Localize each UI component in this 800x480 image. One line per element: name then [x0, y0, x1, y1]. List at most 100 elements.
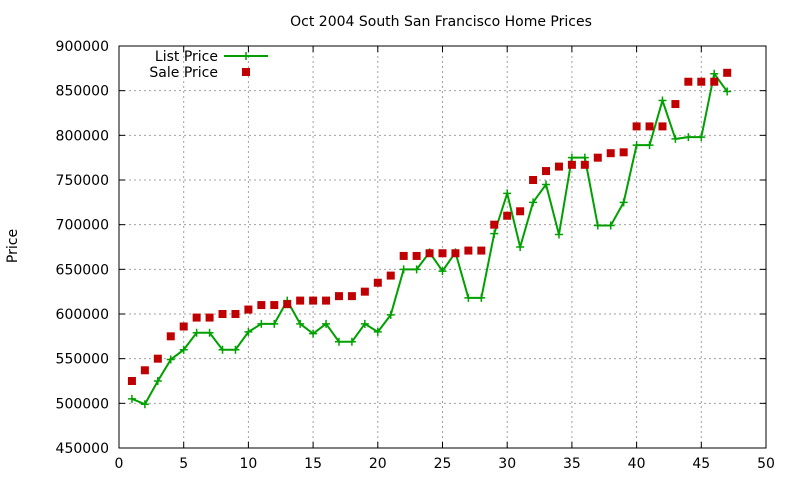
data-point — [632, 122, 641, 131]
x-tick-label: 35 — [563, 456, 581, 472]
data-point — [477, 293, 486, 302]
legend-label: Sale Price — [149, 65, 218, 81]
data-point — [710, 69, 719, 78]
data-point — [283, 300, 292, 309]
data-point — [593, 153, 602, 162]
x-tick-label: 15 — [304, 456, 322, 472]
data-point — [166, 332, 175, 341]
data-point — [334, 337, 343, 346]
y-axis-label: Price — [5, 229, 21, 263]
data-point — [231, 345, 240, 354]
data-point — [296, 296, 305, 305]
data-point — [205, 328, 214, 337]
data-point — [412, 265, 421, 274]
data-point — [127, 377, 136, 385]
data-point — [671, 100, 680, 109]
data-point — [399, 265, 408, 274]
data-point — [464, 246, 473, 255]
data-point — [438, 249, 447, 258]
data-point — [373, 327, 382, 336]
data-point — [425, 249, 434, 258]
data-point — [386, 310, 395, 319]
y-tick-label: 650000 — [56, 262, 109, 278]
y-tick-label: 550000 — [56, 352, 109, 368]
data-point — [710, 77, 719, 86]
y-tick-label: 600000 — [56, 307, 109, 323]
data-point — [529, 176, 538, 184]
data-point — [503, 189, 512, 198]
data-point — [645, 122, 654, 131]
data-point — [373, 278, 382, 287]
data-point — [192, 328, 201, 337]
data-point — [723, 87, 732, 96]
data-point — [399, 251, 408, 260]
data-point — [140, 400, 149, 409]
data-point — [386, 271, 395, 280]
data-point — [554, 230, 563, 239]
data-point — [244, 327, 253, 336]
data-point — [218, 310, 227, 318]
data-point — [684, 77, 693, 86]
data-point — [529, 198, 538, 207]
data-point — [464, 293, 473, 302]
data-point — [477, 246, 486, 255]
data-point — [490, 229, 499, 238]
y-tick-label: 700000 — [56, 218, 109, 234]
data-point — [179, 322, 188, 331]
data-point — [632, 141, 641, 150]
series-list-price — [127, 69, 732, 409]
data-point — [645, 141, 654, 150]
data-point — [658, 96, 667, 105]
x-tick-label: 10 — [239, 456, 257, 472]
y-tick-label: 850000 — [56, 84, 109, 100]
x-tick-label: 30 — [498, 456, 516, 472]
data-point — [516, 243, 525, 251]
data-point — [257, 301, 266, 310]
data-point — [542, 180, 551, 189]
y-tick-label: 750000 — [56, 173, 109, 189]
data-point — [257, 319, 266, 328]
y-tick-label: 800000 — [56, 128, 109, 144]
data-point — [192, 313, 201, 322]
data-point — [296, 319, 305, 328]
data-point — [270, 301, 279, 310]
data-point — [412, 251, 421, 260]
data-point — [554, 162, 563, 171]
data-point — [606, 221, 615, 230]
data-point — [360, 319, 369, 328]
legend-marker — [242, 68, 250, 76]
x-tick-label: 5 — [179, 456, 188, 472]
x-tick-label: 20 — [369, 456, 387, 472]
data-point — [542, 167, 551, 176]
chart-title: Oct 2004 South San Francisco Home Prices — [290, 14, 592, 30]
data-point — [166, 355, 175, 364]
data-point — [360, 287, 369, 296]
y-tick-label: 500000 — [56, 396, 109, 412]
data-point — [179, 345, 188, 354]
data-point — [322, 319, 331, 328]
data-point — [270, 319, 279, 328]
y-tick-label: 450000 — [56, 441, 109, 457]
data-point — [490, 220, 499, 229]
x-tick-label: 40 — [628, 456, 646, 472]
data-point — [697, 133, 706, 142]
tick-labels: 450000 500000 550000 600000 650000 700000 7500… — [56, 39, 775, 472]
data-point — [127, 394, 136, 403]
data-point — [580, 153, 589, 162]
data-point — [218, 345, 227, 354]
data-point — [567, 160, 576, 169]
data-point — [580, 160, 589, 169]
data-point — [658, 122, 667, 131]
data-point — [671, 134, 680, 143]
x-tick-label: 45 — [692, 456, 710, 472]
data-point — [516, 207, 525, 216]
data-point — [593, 221, 602, 230]
legend-label: List Price — [155, 49, 218, 65]
data-point — [606, 149, 615, 158]
data-point — [451, 249, 460, 258]
data-point — [503, 211, 512, 220]
legend-marker — [242, 52, 250, 60]
data-point — [697, 77, 706, 86]
data-point — [309, 296, 318, 305]
